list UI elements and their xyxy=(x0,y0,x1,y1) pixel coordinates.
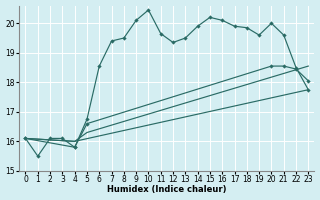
X-axis label: Humidex (Indice chaleur): Humidex (Indice chaleur) xyxy=(107,185,227,194)
